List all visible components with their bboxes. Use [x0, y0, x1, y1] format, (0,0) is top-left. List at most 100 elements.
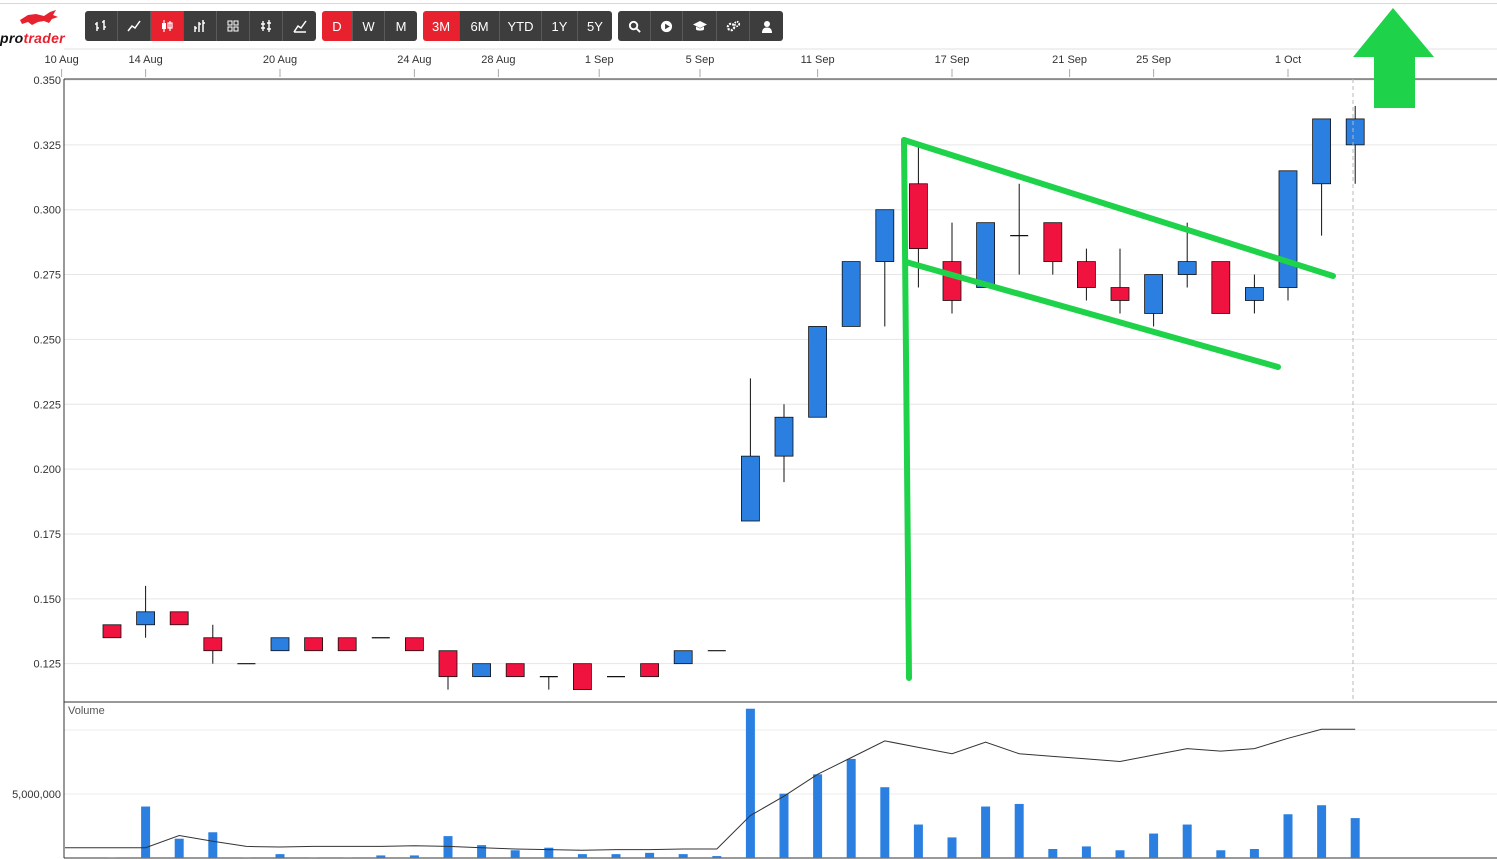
interval-monthly-button[interactable]: M — [385, 11, 417, 41]
range-3m-button[interactable]: 3M — [423, 11, 460, 41]
candle[interactable] — [774, 404, 794, 483]
candle[interactable] — [1144, 274, 1163, 327]
volume-bar[interactable] — [1283, 814, 1293, 858]
volume-bar[interactable] — [443, 836, 453, 858]
volume-bar[interactable] — [1182, 824, 1192, 858]
range-1y-button[interactable]: 1Y — [542, 11, 578, 41]
brand-logo[interactable]: protrader — [0, 8, 76, 48]
candle[interactable] — [539, 676, 558, 690]
candle[interactable] — [169, 611, 189, 626]
candle[interactable] — [1312, 118, 1331, 236]
candle[interactable] — [136, 585, 156, 638]
interval-toolbar: D W M — [322, 11, 417, 41]
candle[interactable] — [404, 637, 424, 652]
candle[interactable] — [841, 261, 861, 327]
range-6m-button[interactable]: 6M — [460, 11, 500, 41]
user-button[interactable] — [750, 11, 783, 41]
volume-bar[interactable] — [376, 855, 386, 858]
candle[interactable] — [942, 222, 962, 314]
volume-bar[interactable] — [779, 793, 789, 858]
volume-bar[interactable] — [611, 854, 621, 858]
candle[interactable] — [573, 663, 592, 691]
flag-lower-line — [903, 259, 1281, 370]
volume-bar[interactable] — [1115, 850, 1125, 858]
volume-bar[interactable] — [1014, 803, 1024, 858]
interval-daily-button[interactable]: D — [322, 11, 353, 41]
volume-bar[interactable] — [1317, 805, 1327, 858]
interval-weekly-button[interactable]: W — [353, 11, 385, 41]
candle[interactable] — [1110, 248, 1130, 314]
volume-bar[interactable] — [745, 708, 755, 858]
hollow-candles-button[interactable] — [217, 11, 250, 41]
volume-axis-tick: 5,000,000 — [12, 789, 61, 801]
volume-bar[interactable] — [1350, 818, 1360, 858]
candlestick-button[interactable] — [151, 11, 184, 41]
volume-bar[interactable] — [141, 806, 151, 858]
volume-bar[interactable] — [1216, 850, 1226, 858]
volume-bar[interactable] — [1048, 848, 1058, 858]
candle[interactable] — [1010, 183, 1029, 275]
volume-bar[interactable] — [510, 850, 520, 858]
candle[interactable] — [1245, 274, 1264, 314]
volume-bar[interactable] — [342, 857, 352, 858]
volume-bar[interactable] — [913, 824, 923, 858]
candle[interactable] — [976, 222, 995, 288]
volume-bar[interactable] — [1149, 833, 1159, 858]
volume-bar[interactable] — [477, 845, 487, 858]
candle[interactable] — [1177, 222, 1197, 288]
volume-bar[interactable] — [1081, 846, 1091, 858]
candle[interactable] — [304, 637, 324, 652]
candle[interactable] — [203, 624, 223, 664]
volume-bar[interactable] — [645, 852, 655, 858]
line-chart-button[interactable] — [118, 11, 151, 41]
volume-bar[interactable] — [309, 857, 319, 858]
mountain-chart-button[interactable] — [283, 11, 316, 41]
volume-bar[interactable] — [208, 832, 218, 858]
volume-bar[interactable] — [981, 806, 991, 858]
candle[interactable] — [640, 663, 659, 678]
volume-bar[interactable] — [846, 758, 856, 858]
hlc-bars-button[interactable] — [184, 11, 217, 41]
education-button[interactable] — [683, 11, 717, 41]
ohlc-bars-button[interactable] — [85, 11, 118, 41]
volume-bar[interactable] — [544, 847, 554, 858]
candle[interactable] — [808, 326, 827, 418]
date-tick-label: 17 Sep — [935, 54, 970, 66]
volume-bar[interactable] — [275, 854, 285, 858]
candle[interactable] — [337, 637, 357, 652]
price-tick-label: 0.325 — [33, 140, 61, 152]
range-5y-button[interactable]: 5Y — [578, 11, 612, 41]
search-button[interactable] — [618, 11, 651, 41]
candle[interactable] — [438, 650, 458, 690]
candle-body — [505, 663, 525, 678]
candle[interactable] — [505, 663, 525, 678]
candle[interactable] — [102, 624, 122, 639]
heikin-ashi-button[interactable] — [250, 11, 283, 41]
volume-bar[interactable] — [678, 854, 688, 858]
candle-body — [304, 637, 324, 652]
volume-bar[interactable] — [712, 856, 722, 858]
volume-bar[interactable] — [409, 855, 419, 858]
volume-bar[interactable] — [577, 854, 587, 858]
volume-bar[interactable] — [241, 857, 251, 858]
candle[interactable] — [741, 378, 760, 522]
volume-bar[interactable] — [174, 838, 184, 858]
volume-bar[interactable] — [813, 774, 823, 858]
candle[interactable] — [673, 650, 693, 665]
candle[interactable] — [1077, 248, 1096, 301]
play-button[interactable] — [651, 11, 683, 41]
candle[interactable] — [875, 209, 895, 327]
candle[interactable] — [1211, 261, 1231, 314]
range-ytd-button[interactable]: YTD — [500, 11, 542, 41]
volume-bar[interactable] — [947, 837, 957, 858]
candle[interactable] — [1043, 222, 1063, 275]
candle[interactable] — [270, 637, 290, 652]
candle[interactable] — [1345, 105, 1365, 184]
candle[interactable] — [472, 663, 492, 678]
candle[interactable] — [1278, 170, 1298, 301]
volume-bar[interactable] — [880, 787, 890, 858]
volume-bar[interactable] — [107, 857, 117, 858]
settings-button[interactable] — [717, 11, 750, 41]
volume-bar[interactable] — [1249, 848, 1259, 858]
